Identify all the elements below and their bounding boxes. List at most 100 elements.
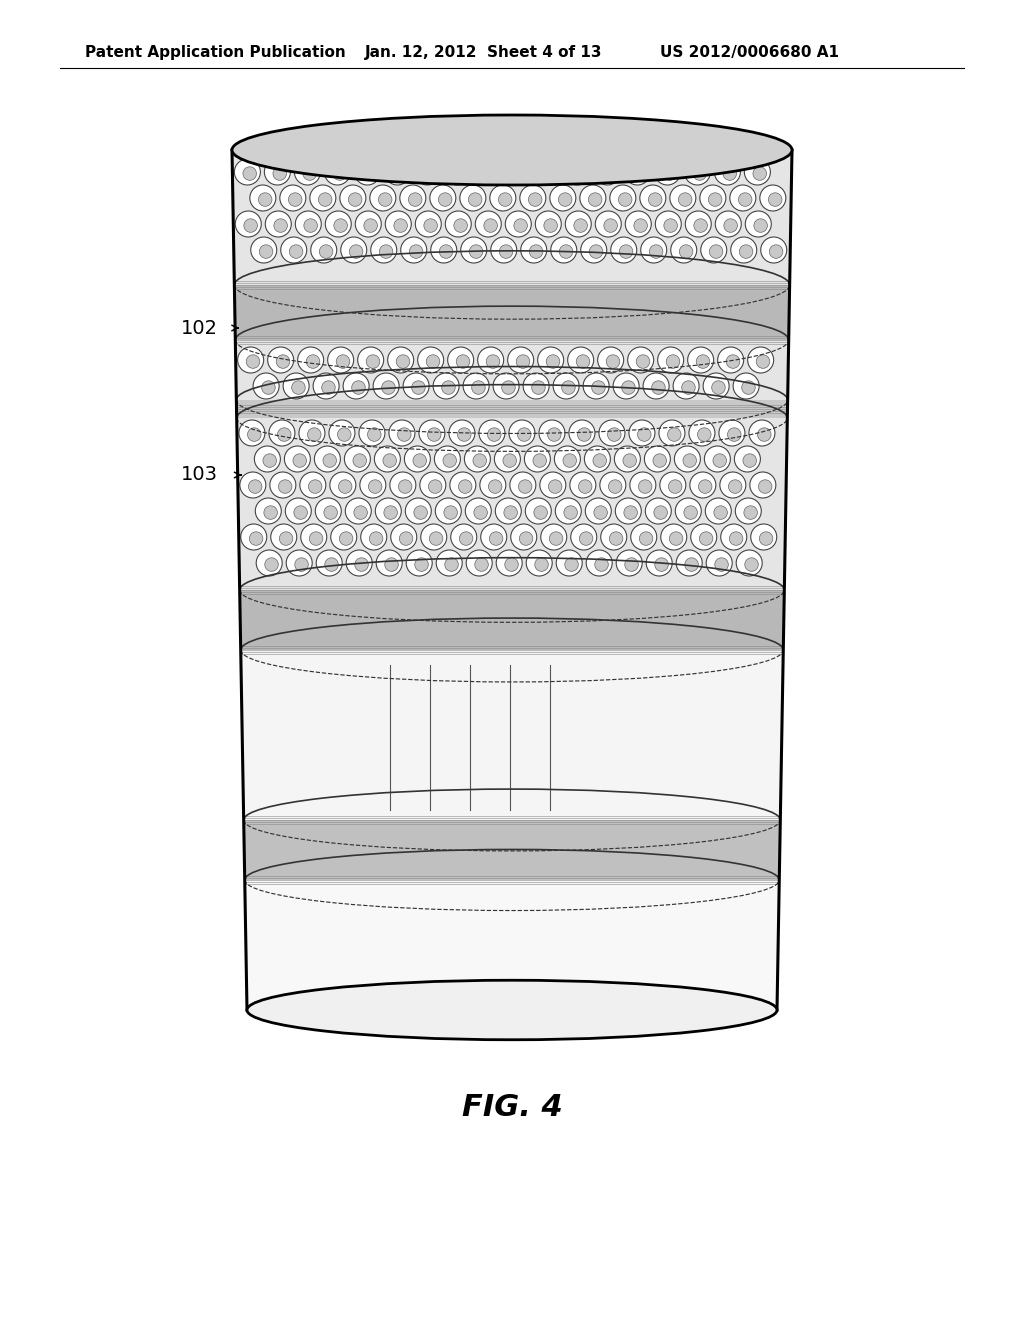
Circle shape [463, 374, 489, 399]
Circle shape [729, 532, 742, 545]
Circle shape [517, 428, 531, 441]
Circle shape [684, 506, 697, 519]
Circle shape [696, 355, 710, 368]
Circle shape [580, 532, 593, 545]
Circle shape [523, 374, 549, 399]
Text: Jan. 12, 2012  Sheet 4 of 13: Jan. 12, 2012 Sheet 4 of 13 [365, 45, 602, 59]
Circle shape [500, 244, 513, 259]
Circle shape [251, 238, 276, 263]
Circle shape [648, 193, 662, 206]
Circle shape [461, 238, 486, 263]
Circle shape [306, 355, 319, 368]
Circle shape [538, 347, 563, 374]
Circle shape [636, 355, 650, 368]
Circle shape [495, 446, 520, 473]
Circle shape [503, 454, 516, 467]
Circle shape [487, 428, 501, 441]
Circle shape [579, 479, 592, 494]
Circle shape [676, 550, 702, 576]
Circle shape [325, 558, 338, 572]
Circle shape [293, 454, 306, 467]
Circle shape [488, 479, 502, 494]
Polygon shape [240, 590, 784, 649]
Circle shape [459, 479, 472, 494]
Circle shape [556, 550, 583, 576]
Circle shape [384, 158, 411, 185]
Circle shape [393, 166, 407, 181]
Polygon shape [244, 820, 780, 880]
Circle shape [583, 374, 609, 399]
Circle shape [518, 479, 531, 494]
Circle shape [449, 420, 475, 446]
Circle shape [628, 347, 653, 374]
Circle shape [728, 479, 742, 494]
Circle shape [360, 524, 387, 550]
Circle shape [540, 473, 566, 498]
Circle shape [457, 355, 470, 368]
Circle shape [626, 211, 651, 238]
Circle shape [581, 238, 607, 263]
Circle shape [310, 238, 337, 263]
Circle shape [480, 524, 507, 550]
Circle shape [345, 498, 372, 524]
Circle shape [525, 498, 551, 524]
Circle shape [318, 193, 332, 206]
Circle shape [421, 524, 446, 550]
Circle shape [609, 532, 623, 545]
Circle shape [385, 211, 412, 238]
Polygon shape [241, 649, 783, 820]
Circle shape [301, 524, 327, 550]
Circle shape [489, 532, 503, 545]
Circle shape [709, 193, 722, 206]
Polygon shape [232, 150, 792, 285]
Circle shape [250, 185, 275, 211]
Circle shape [270, 473, 296, 498]
Circle shape [549, 532, 563, 545]
Circle shape [735, 498, 761, 524]
Circle shape [741, 380, 756, 395]
Circle shape [606, 355, 620, 368]
Circle shape [586, 550, 612, 576]
Circle shape [414, 506, 427, 519]
Circle shape [691, 524, 717, 550]
Circle shape [441, 380, 456, 395]
Circle shape [738, 193, 752, 206]
Circle shape [734, 446, 761, 473]
Circle shape [267, 347, 294, 374]
Circle shape [348, 193, 361, 206]
Circle shape [444, 558, 459, 572]
Circle shape [453, 166, 467, 181]
Circle shape [383, 454, 396, 467]
Circle shape [723, 166, 736, 181]
Circle shape [673, 374, 699, 399]
Circle shape [703, 374, 729, 399]
Circle shape [490, 238, 517, 263]
Circle shape [513, 166, 526, 181]
Circle shape [338, 428, 351, 441]
Circle shape [720, 473, 745, 498]
Circle shape [397, 428, 411, 441]
Circle shape [390, 473, 416, 498]
Circle shape [269, 420, 295, 446]
Circle shape [373, 374, 399, 399]
Circle shape [258, 193, 272, 206]
Circle shape [325, 158, 350, 185]
Circle shape [682, 380, 695, 395]
Circle shape [700, 238, 727, 263]
Circle shape [264, 158, 291, 185]
Circle shape [334, 219, 347, 232]
Circle shape [431, 238, 457, 263]
Circle shape [413, 454, 426, 467]
Circle shape [349, 244, 362, 259]
Circle shape [598, 347, 624, 374]
Circle shape [286, 498, 311, 524]
Circle shape [580, 185, 606, 211]
Circle shape [310, 185, 336, 211]
Circle shape [469, 244, 483, 259]
Circle shape [338, 479, 352, 494]
Circle shape [610, 238, 637, 263]
Circle shape [323, 454, 337, 467]
Circle shape [550, 185, 575, 211]
Circle shape [589, 193, 602, 206]
Circle shape [710, 244, 723, 259]
